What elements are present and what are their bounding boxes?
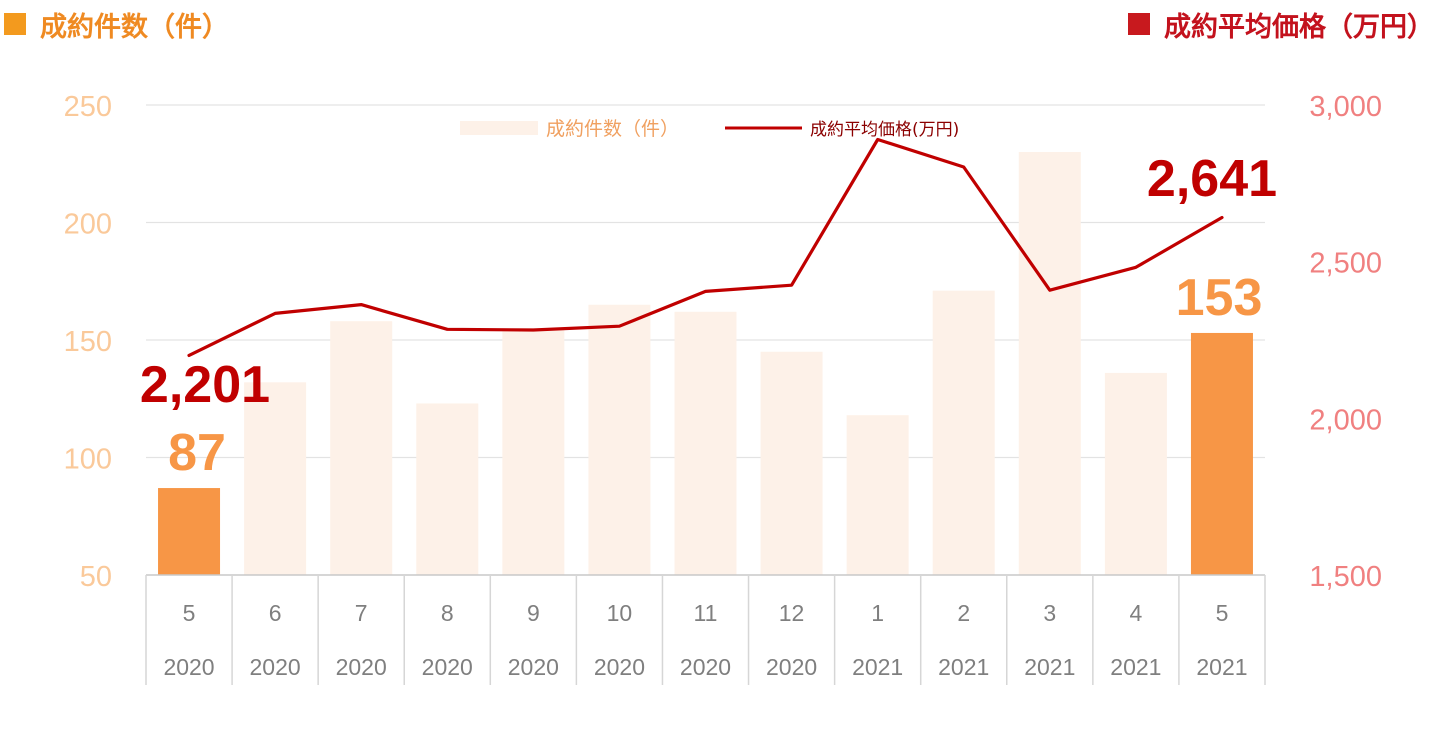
year-label: 2020 <box>422 654 473 680</box>
month-label: 5 <box>183 600 196 626</box>
left-axis-tick-label: 50 <box>80 561 112 593</box>
bar <box>416 403 479 575</box>
bar <box>244 382 307 575</box>
year-label: 2020 <box>163 654 214 680</box>
bar <box>1190 332 1253 575</box>
year-label: 2020 <box>766 654 817 680</box>
right-axis-header: 成約平均価格（万円） <box>1128 4 1434 44</box>
left-axis-tick-label: 100 <box>64 444 112 476</box>
legend-label-count: 成約件数（件） <box>546 118 679 140</box>
bar <box>502 328 565 575</box>
bar <box>1104 372 1167 575</box>
left-axis-tick-label: 200 <box>64 209 112 241</box>
bar <box>932 290 995 575</box>
year-label: 2020 <box>594 654 645 680</box>
legend-label-price: 成約平均価格(万円) <box>810 120 959 140</box>
month-label: 1 <box>871 600 884 626</box>
year-label: 2021 <box>1196 654 1247 680</box>
right-axis-tick-label: 1,500 <box>1309 561 1382 593</box>
month-label: 12 <box>779 600 805 626</box>
month-label: 6 <box>269 600 282 626</box>
year-label: 2021 <box>852 654 903 680</box>
data-label-first-count: 87 <box>168 424 226 482</box>
legend-swatch-count <box>460 121 538 135</box>
left-axis-tick-label: 150 <box>64 326 112 358</box>
year-label: 2020 <box>680 654 731 680</box>
month-label: 2 <box>957 600 970 626</box>
month-label: 4 <box>1129 600 1142 626</box>
bar <box>158 488 221 575</box>
orange-square-icon <box>4 13 26 35</box>
year-label: 2020 <box>508 654 559 680</box>
month-label: 5 <box>1216 600 1229 626</box>
right-axis-tick-label: 3,000 <box>1309 91 1382 123</box>
bar <box>330 321 393 575</box>
left-axis-tick-label: 250 <box>64 91 112 123</box>
data-label-last-price: 2,641 <box>1147 150 1277 208</box>
data-label-first-price: 2,201 <box>140 356 270 414</box>
year-label: 2021 <box>1024 654 1075 680</box>
right-axis-tick-label: 2,500 <box>1309 248 1382 280</box>
bar <box>1018 152 1081 575</box>
red-square-icon <box>1128 13 1150 35</box>
year-label: 2020 <box>336 654 387 680</box>
year-label: 2020 <box>250 654 301 680</box>
month-label: 10 <box>607 600 633 626</box>
right-axis-tick-label: 2,000 <box>1309 404 1382 436</box>
month-label: 7 <box>355 600 368 626</box>
series-line-average-price <box>187 137 1224 357</box>
left-axis-header: 成約件数（件） <box>4 4 229 44</box>
bar <box>674 311 737 575</box>
bar <box>760 351 823 575</box>
month-label: 3 <box>1043 600 1056 626</box>
right-axis-header-label: 成約平均価格（万円） <box>1164 11 1434 43</box>
left-axis-header-label: 成約件数（件） <box>40 11 229 43</box>
year-label: 2021 <box>938 654 989 680</box>
month-label: 11 <box>694 600 718 626</box>
data-label-last-count: 153 <box>1176 269 1263 327</box>
year-label: 2021 <box>1110 654 1161 680</box>
bar <box>588 304 651 575</box>
bar <box>846 415 909 575</box>
month-label: 8 <box>441 600 454 626</box>
month-label: 9 <box>527 600 540 626</box>
